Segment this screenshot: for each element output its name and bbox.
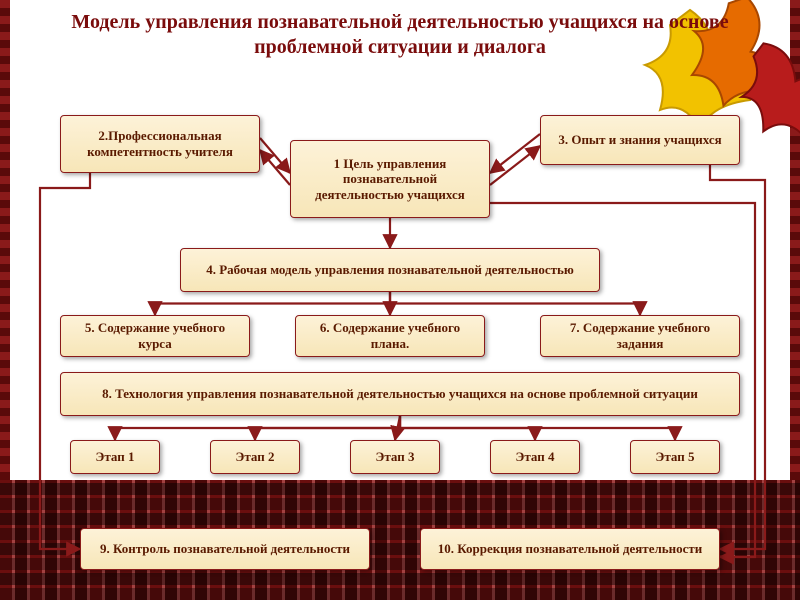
flow-node-n1: 1 Цель управления познавательной деятель… xyxy=(290,140,490,218)
flow-node-s2: Этап 2 xyxy=(210,440,300,474)
flow-node-s4: Этап 4 xyxy=(490,440,580,474)
flow-node-n3: 3. Опыт и знания учащихся xyxy=(540,115,740,165)
diagram-content: Модель управления познавательной деятель… xyxy=(0,0,800,600)
flow-node-n8: 8. Технология управления познавательной … xyxy=(60,372,740,416)
flow-node-s3: Этап 3 xyxy=(350,440,440,474)
flow-node-n9: 9. Контроль познавательной деятельности xyxy=(80,528,370,570)
flow-node-s1: Этап 1 xyxy=(70,440,160,474)
flow-node-s5: Этап 5 xyxy=(630,440,720,474)
flow-node-n6: 6. Содержание учебного плана. xyxy=(295,315,485,357)
flow-node-n2: 2.Профессиональная компетентность учител… xyxy=(60,115,260,173)
page-title: Модель управления познавательной деятель… xyxy=(0,0,800,66)
flow-node-n7: 7. Содержание учебного задания xyxy=(540,315,740,357)
flow-node-n5: 5. Содержание учебного курса xyxy=(60,315,250,357)
flow-node-n4: 4. Рабочая модель управления познаватель… xyxy=(180,248,600,292)
flow-node-n10: 10. Коррекция познавательной деятельност… xyxy=(420,528,720,570)
